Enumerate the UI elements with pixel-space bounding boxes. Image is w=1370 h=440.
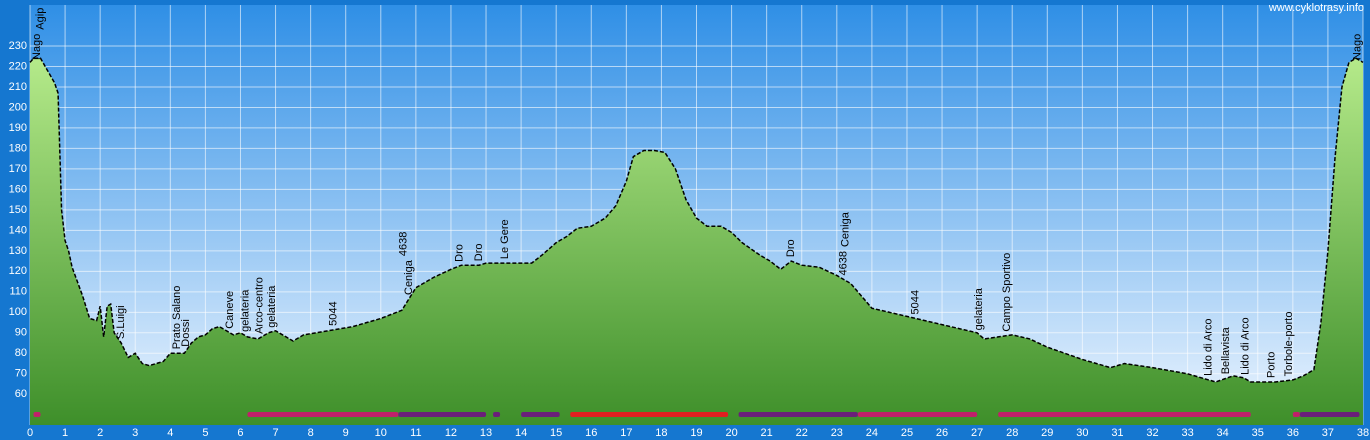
annotation: Lido di Arco	[1203, 318, 1215, 375]
surface-segment	[247, 412, 399, 417]
annotation: gelateria	[240, 289, 252, 332]
surface-segment	[998, 412, 1251, 417]
surface-segment	[398, 412, 487, 417]
x-tick-label: 12	[445, 427, 457, 439]
y-tick-label: 90	[15, 327, 27, 339]
y-tick-label: 220	[9, 60, 27, 72]
y-tick-label: 230	[9, 40, 27, 52]
annotation: Agip	[34, 8, 46, 30]
x-tick-label: 33	[1181, 427, 1193, 439]
x-tick-label: 15	[550, 427, 562, 439]
annotation: 4638	[397, 232, 409, 256]
x-tick-label: 18	[655, 427, 667, 439]
annotation: Dro	[473, 243, 485, 261]
y-tick-label: 60	[15, 388, 27, 400]
x-tick-label: 32	[1146, 427, 1158, 439]
annotation: Arco-centro	[254, 277, 266, 334]
surface-segment	[493, 412, 501, 417]
x-tick-label: 28	[1006, 427, 1018, 439]
y-tick-label: 210	[9, 81, 27, 93]
x-tick-label: 8	[308, 427, 314, 439]
x-tick-label: 24	[866, 427, 878, 439]
x-tick-label: 38	[1357, 427, 1369, 439]
surface-segment	[1299, 412, 1360, 417]
surface-segment	[33, 412, 41, 417]
surface-segment	[1292, 412, 1300, 417]
y-tick-label: 190	[9, 122, 27, 134]
annotation: Le Gere	[499, 219, 511, 259]
annotation: Dro	[785, 239, 797, 257]
x-tick-label: 13	[480, 427, 492, 439]
y-tick-label: 120	[9, 265, 27, 277]
x-tick-label: 11	[410, 427, 421, 439]
annotation: Porto	[1266, 352, 1278, 378]
annotation: Campo Sportivo	[1001, 253, 1013, 332]
x-tick-label: 0	[27, 427, 33, 439]
annotation: Torbole-porto	[1283, 312, 1295, 377]
elevation-area	[30, 58, 1363, 426]
y-tick-label: 80	[15, 347, 27, 359]
x-tick-label: 36	[1287, 427, 1299, 439]
x-tick-label: 16	[585, 427, 597, 439]
x-tick-label: 34	[1217, 427, 1229, 439]
x-tick-label: 20	[725, 427, 737, 439]
watermark: www.cyklotrasy.info	[1268, 2, 1364, 14]
x-tick-label: 29	[1041, 427, 1053, 439]
annotation: Ceniga	[839, 211, 851, 247]
x-tick-label: 31	[1111, 427, 1123, 439]
x-tick-label: 6	[237, 427, 243, 439]
y-tick-label: 130	[9, 245, 27, 257]
x-tick-label: 37	[1322, 427, 1334, 439]
y-tick-label: 140	[9, 224, 27, 236]
x-tick-label: 3	[132, 427, 138, 439]
y-tick-label: 170	[9, 163, 27, 175]
annotation: Nago	[31, 34, 43, 60]
annotation: Bellavista	[1220, 326, 1232, 374]
annotation: gelateria	[266, 285, 278, 328]
x-tick-label: 27	[971, 427, 983, 439]
x-tick-label: 19	[690, 427, 702, 439]
annotation: Nago	[1352, 34, 1364, 60]
annotation: Lido di Arco	[1239, 317, 1251, 374]
x-tick-label: 10	[375, 427, 387, 439]
x-tick-label: 23	[831, 427, 843, 439]
annotation: Ceniga	[403, 259, 415, 295]
annotation: 4638	[838, 251, 850, 275]
y-tick-label: 200	[9, 101, 27, 113]
y-tick-label: 150	[9, 204, 27, 216]
surface-segment	[570, 412, 729, 417]
surface-segment	[738, 412, 858, 417]
x-tick-label: 21	[761, 427, 773, 439]
annotation: S.Luigi	[115, 305, 127, 339]
x-tick-label: 35	[1252, 427, 1264, 439]
x-tick-label: 14	[515, 427, 527, 439]
annotation: 5044	[327, 301, 339, 325]
surface-segment	[521, 412, 560, 417]
annotation: Prato Salano	[171, 286, 183, 350]
elevation-line	[29, 57, 1364, 383]
y-tick-label: 160	[9, 183, 27, 195]
x-tick-label: 25	[901, 427, 913, 439]
annotation: Dossi	[180, 319, 192, 347]
y-tick-label: 110	[9, 286, 27, 298]
x-tick-label: 17	[620, 427, 632, 439]
x-tick-label: 9	[343, 427, 349, 439]
annotation: 5044	[910, 290, 922, 314]
y-tick-label: 180	[9, 142, 27, 154]
surface-segment	[857, 412, 978, 417]
y-tick-label: 100	[9, 306, 27, 318]
annotation: Caneve	[224, 291, 236, 329]
x-tick-label: 22	[796, 427, 808, 439]
x-tick-label: 1	[62, 427, 68, 439]
x-tick-label: 2	[97, 427, 103, 439]
x-tick-label: 4	[167, 427, 173, 439]
x-tick-label: 5	[202, 427, 208, 439]
x-tick-label: 7	[272, 427, 278, 439]
annotation: gelateria	[973, 287, 985, 330]
y-tick-label: 70	[15, 368, 27, 380]
x-tick-label: 30	[1076, 427, 1088, 439]
annotation: Dro	[454, 244, 466, 262]
x-tick-label: 26	[936, 427, 948, 439]
